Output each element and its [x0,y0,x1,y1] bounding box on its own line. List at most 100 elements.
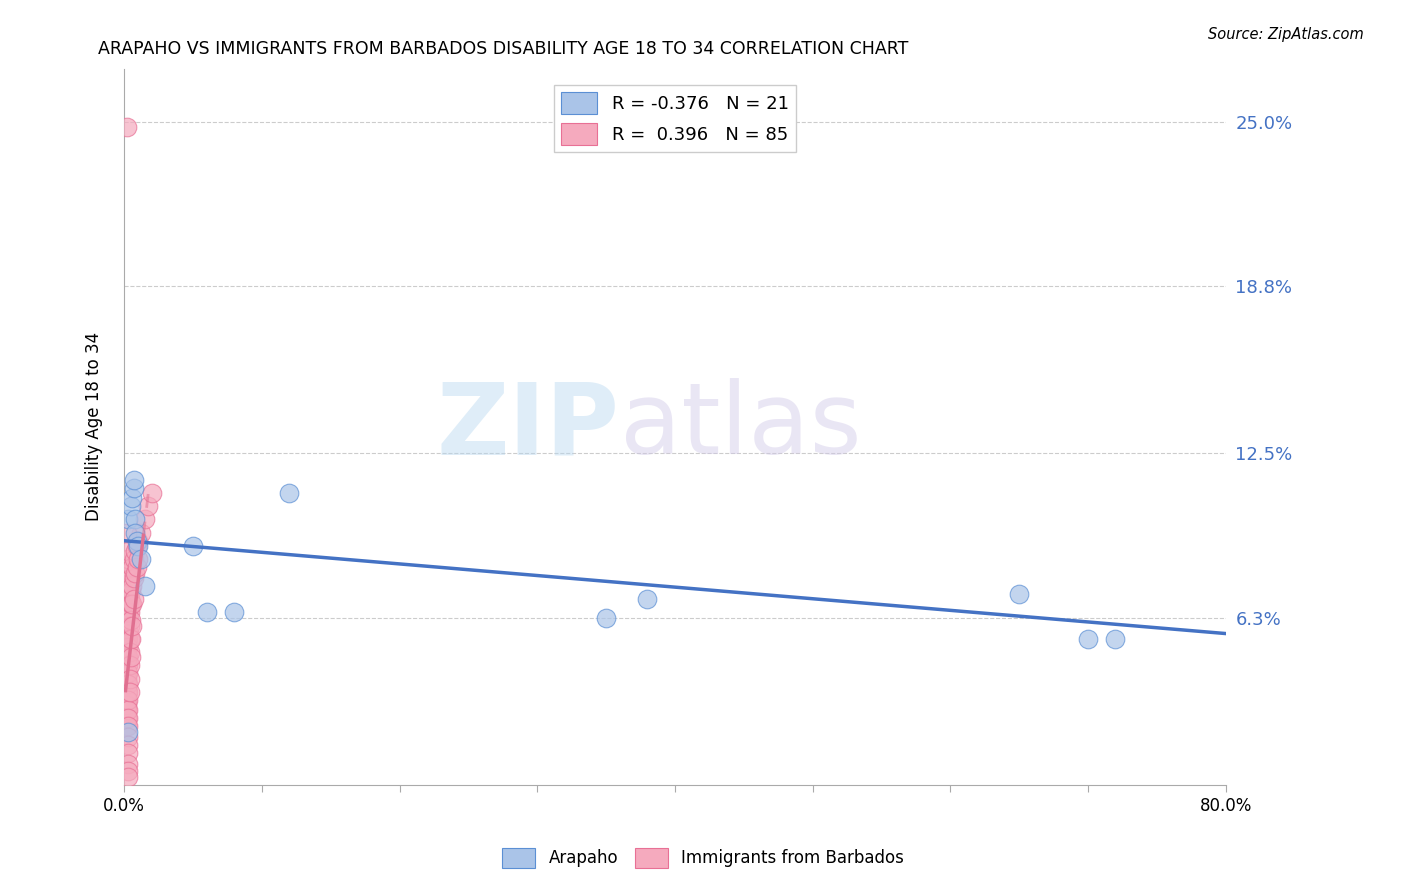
Point [120,500,142,514]
Point [117,685,139,699]
Point [278,486,301,500]
Point [117,711,139,725]
Point [115,711,138,725]
Point [117,544,139,558]
Point [127,539,149,553]
Point [124,566,146,580]
Point [118,605,141,619]
Point [118,658,141,673]
Point [122,592,145,607]
Point [120,613,142,627]
Point [115,719,138,733]
Point [117,724,139,739]
Point [117,770,139,784]
Point [117,730,139,744]
Point [120,598,142,612]
Point [121,618,143,632]
Text: ARAPAHO VS IMMIGRANTS FROM BARBADOS DISABILITY AGE 18 TO 34 CORRELATION CHART: ARAPAHO VS IMMIGRANTS FROM BARBADOS DISA… [98,40,908,58]
Point [117,704,139,718]
Point [129,525,152,540]
Point [117,658,139,673]
Legend: R = -0.376   N = 21, R =  0.396   N = 85: R = -0.376 N = 21, R = 0.396 N = 85 [554,85,796,153]
Point [115,592,138,607]
Point [115,666,138,681]
Point [125,539,148,553]
Point [117,552,139,566]
Point [122,552,145,566]
Point [117,693,139,707]
Point [117,587,139,601]
Point [120,584,142,599]
Point [181,539,204,553]
Point [125,533,148,548]
Point [117,756,139,771]
Y-axis label: Disability Age 18 to 34: Disability Age 18 to 34 [86,332,103,521]
Point [117,677,139,691]
Point [115,120,138,134]
Point [117,598,139,612]
Point [118,645,141,659]
Point [129,552,152,566]
Point [636,592,658,607]
Point [115,650,138,665]
Point [117,764,139,779]
Point [120,632,142,646]
Point [224,605,246,619]
Point [115,704,138,718]
Point [117,605,139,619]
Point [117,624,139,638]
Point [117,746,139,760]
Point [125,560,148,574]
Point [115,640,138,654]
Point [117,566,139,580]
Point [115,600,138,615]
Text: atlas: atlas [620,378,862,475]
Point [115,685,138,699]
Point [121,598,143,612]
Point [115,632,138,646]
Text: ZIP: ZIP [437,378,620,475]
Point [117,560,139,574]
Point [118,685,141,699]
Point [120,650,142,665]
Point [1008,587,1031,601]
Point [120,571,142,585]
Point [118,579,141,593]
Point [124,544,146,558]
Point [127,552,149,566]
Point [122,481,145,495]
Point [134,579,156,593]
Point [1104,632,1126,646]
Point [117,613,139,627]
Point [127,533,149,548]
Point [121,579,143,593]
Point [117,738,139,752]
Point [118,632,141,646]
Point [115,618,138,632]
Point [141,486,163,500]
Point [115,677,138,691]
Point [117,512,139,526]
Point [115,672,138,686]
Point [117,650,139,665]
Point [115,613,138,627]
Point [118,672,141,686]
Point [117,587,139,601]
Point [115,693,138,707]
Point [124,512,146,526]
Text: Source: ZipAtlas.com: Source: ZipAtlas.com [1208,27,1364,42]
Legend: Arapaho, Immigrants from Barbados: Arapaho, Immigrants from Barbados [495,841,911,875]
Point [115,605,138,619]
Point [117,598,139,612]
Point [115,626,138,640]
Point [117,579,139,593]
Point [118,592,141,607]
Point [134,512,156,526]
Point [117,571,139,585]
Point [115,658,138,673]
Point [118,618,141,632]
Point [117,605,139,619]
Point [117,640,139,654]
Point [121,491,143,506]
Point [115,645,138,659]
